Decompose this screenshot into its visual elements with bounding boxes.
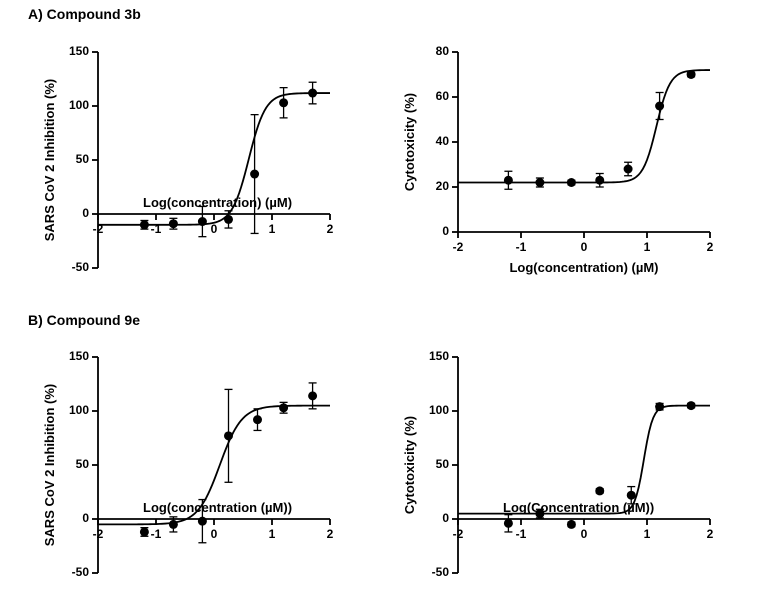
svg-text:Cytotoxicity (%): Cytotoxicity (%) (402, 416, 417, 514)
svg-text:-2: -2 (93, 527, 104, 541)
panel-b-title: B) Compound 9e (28, 312, 140, 328)
svg-text:150: 150 (69, 44, 89, 58)
svg-text:1: 1 (644, 240, 651, 254)
svg-text:Log(concentration (µM)): Log(concentration (µM)) (143, 500, 292, 515)
svg-text:40: 40 (436, 134, 450, 148)
svg-text:0: 0 (581, 527, 588, 541)
svg-text:1: 1 (269, 222, 276, 236)
svg-text:-2: -2 (453, 527, 464, 541)
svg-text:1: 1 (269, 527, 276, 541)
svg-text:60: 60 (436, 89, 450, 103)
svg-text:-1: -1 (151, 527, 162, 541)
svg-text:100: 100 (69, 403, 89, 417)
svg-text:Log(Concentration (µM)): Log(Concentration (µM)) (503, 500, 654, 515)
chart-9e-inhibition: -50 0 50 100 150 -2 -1 0 1 2 SARS CoV 2 Inhibition… (40, 335, 340, 585)
chart-9e-cytotoxicity: -50 0 50 100 150 -2 -1 0 1 2 Cytotoxicity (%) Log(C… (400, 335, 720, 585)
svg-text:-2: -2 (453, 240, 464, 254)
svg-text:2: 2 (327, 222, 334, 236)
svg-text:2: 2 (707, 527, 714, 541)
svg-text:-50: -50 (72, 565, 90, 579)
svg-text:150: 150 (429, 349, 449, 363)
svg-text:-50: -50 (72, 260, 90, 274)
svg-text:100: 100 (429, 403, 449, 417)
svg-text:0: 0 (442, 511, 449, 525)
svg-text:50: 50 (76, 152, 90, 166)
svg-text:0: 0 (82, 206, 89, 220)
svg-text:Cytotoxicity (%): Cytotoxicity (%) (402, 93, 417, 191)
panel-a-title: A) Compound 3b (28, 6, 141, 22)
svg-text:150: 150 (69, 349, 89, 363)
svg-text:50: 50 (436, 457, 450, 471)
chart-3b-inhibition: -50050100150-2-1012SARS CoV 2 Inhibition… (40, 30, 340, 280)
svg-text:Log(concentration) (µM): Log(concentration) (µM) (143, 195, 292, 210)
svg-text:-1: -1 (516, 240, 527, 254)
svg-text:100: 100 (69, 98, 89, 112)
svg-text:20: 20 (436, 179, 450, 193)
svg-text:SARS CoV 2 Inhibition (%): SARS CoV 2 Inhibition (%) (42, 384, 57, 547)
svg-text:50: 50 (76, 457, 90, 471)
svg-text:0: 0 (82, 511, 89, 525)
svg-text:1: 1 (644, 527, 651, 541)
svg-text:2: 2 (327, 527, 334, 541)
figure-panel: { "titles": { "a": "A) Compound 3b", "b"… (0, 0, 760, 615)
svg-text:SARS CoV 2 Inhibition (%): SARS CoV 2 Inhibition (%) (42, 79, 57, 242)
chart-3b-cytotoxicity: 0 20 40 60 80 -2 -1 0 1 2 Cytotoxicity (%) Log(conc… (400, 30, 720, 280)
svg-text:-1: -1 (516, 527, 527, 541)
svg-text:2: 2 (707, 240, 714, 254)
svg-text:Log(concentration) (µM): Log(concentration) (µM) (509, 260, 658, 275)
svg-text:0: 0 (211, 527, 218, 541)
svg-text:0: 0 (442, 224, 449, 238)
svg-text:0: 0 (581, 240, 588, 254)
svg-text:80: 80 (436, 44, 450, 58)
svg-text:-50: -50 (432, 565, 450, 579)
